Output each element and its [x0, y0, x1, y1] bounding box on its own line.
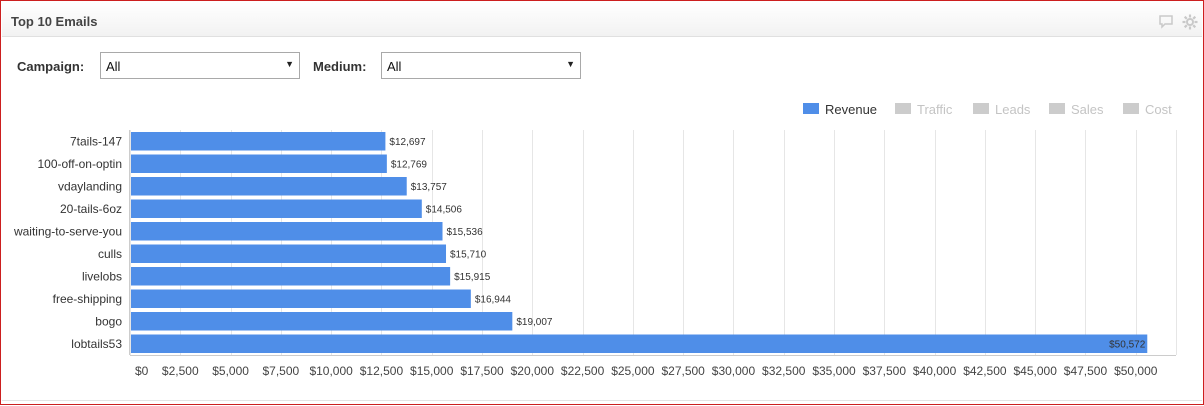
- data-label: $19,007: [516, 317, 553, 328]
- gear-icon[interactable]: [1182, 14, 1198, 30]
- x-tick-label: $42,500: [963, 364, 1007, 378]
- x-tick-label: $0: [135, 364, 149, 378]
- legend-item-sales[interactable]: Sales: [1071, 102, 1104, 117]
- panel-header: Top 10 Emails: [2, 2, 1202, 37]
- legend-item-revenue[interactable]: Revenue: [825, 102, 878, 117]
- legend-swatch-revenue[interactable]: [803, 103, 819, 114]
- category-label: 7tails-147: [70, 134, 122, 148]
- bar: [131, 244, 447, 263]
- x-tick-label: $17,500: [460, 364, 504, 378]
- bar: [131, 289, 471, 308]
- x-tick-label: $7,500: [263, 364, 300, 378]
- x-tick-label: $47,500: [1064, 364, 1108, 378]
- category-label: lobtails53: [71, 337, 122, 351]
- x-tick-label: $20,000: [511, 364, 555, 378]
- legend-item-cost[interactable]: Cost: [1145, 102, 1172, 117]
- bar: [131, 267, 451, 286]
- legend-swatch-sales[interactable]: [1049, 103, 1065, 114]
- x-tick-label: $40,000: [913, 364, 957, 378]
- bar: [131, 199, 422, 218]
- legend-swatch-traffic[interactable]: [895, 103, 911, 114]
- data-label: $15,915: [454, 272, 491, 283]
- data-label: $15,710: [450, 249, 487, 260]
- campaign-select-value: All: [106, 59, 121, 74]
- bar: [131, 222, 443, 241]
- legend-item-traffic[interactable]: Traffic: [917, 102, 953, 117]
- x-tick-label: $45,000: [1013, 364, 1057, 378]
- legend-item-leads[interactable]: Leads: [995, 102, 1031, 117]
- campaign-label: Campaign:: [17, 59, 85, 74]
- chevron-down-icon: ▼: [566, 59, 575, 69]
- x-tick-label: $5,000: [212, 364, 249, 378]
- data-label: $14,506: [426, 204, 463, 215]
- data-label: $12,769: [391, 159, 428, 170]
- panel-bottom-divider: [2, 400, 1202, 401]
- comment-icon[interactable]: [1158, 14, 1174, 30]
- x-tick-label: $27,500: [661, 364, 705, 378]
- x-tick-label: $12,500: [360, 364, 404, 378]
- legend-swatch-cost[interactable]: [1123, 103, 1139, 114]
- data-label: $13,757: [411, 182, 448, 193]
- data-label: $50,572: [1109, 339, 1146, 350]
- data-label: $15,536: [447, 227, 484, 238]
- x-tick-label: $25,000: [611, 364, 655, 378]
- x-tick-label: $30,000: [712, 364, 756, 378]
- bar: [131, 132, 386, 151]
- category-label: culls: [98, 247, 122, 261]
- bar: [131, 177, 407, 196]
- medium-label: Medium:: [313, 59, 367, 74]
- x-tick-label: $37,500: [863, 364, 907, 378]
- bar: [131, 312, 513, 331]
- x-tick-label: $50,000: [1114, 364, 1158, 378]
- campaign-select[interactable]: All ▼: [100, 52, 300, 79]
- category-label: livelobs: [82, 269, 122, 283]
- panel-title: Top 10 Emails: [11, 14, 98, 29]
- x-tick-label: $10,000: [309, 364, 353, 378]
- category-label: 100-off-on-optin: [37, 157, 122, 171]
- medium-select-value: All: [387, 59, 402, 74]
- x-tick-label: $35,000: [812, 364, 856, 378]
- category-label: vdaylanding: [58, 179, 122, 193]
- bar: [131, 334, 1148, 353]
- x-tick-label: $2,500: [162, 364, 199, 378]
- category-label: bogo: [95, 314, 122, 328]
- x-tick-label: $32,500: [762, 364, 806, 378]
- bar: [131, 154, 387, 173]
- x-tick-label: $22,500: [561, 364, 605, 378]
- x-tick-label: $15,000: [410, 364, 454, 378]
- data-label: $12,697: [389, 137, 426, 148]
- legend-swatch-leads[interactable]: [973, 103, 989, 114]
- data-label: $16,944: [475, 294, 512, 305]
- category-label: 20-tails-6oz: [60, 202, 122, 216]
- medium-select[interactable]: All ▼: [381, 52, 581, 79]
- chevron-down-icon: ▼: [285, 59, 294, 69]
- category-label: free-shipping: [53, 292, 122, 306]
- category-label: waiting-to-serve-you: [13, 224, 122, 238]
